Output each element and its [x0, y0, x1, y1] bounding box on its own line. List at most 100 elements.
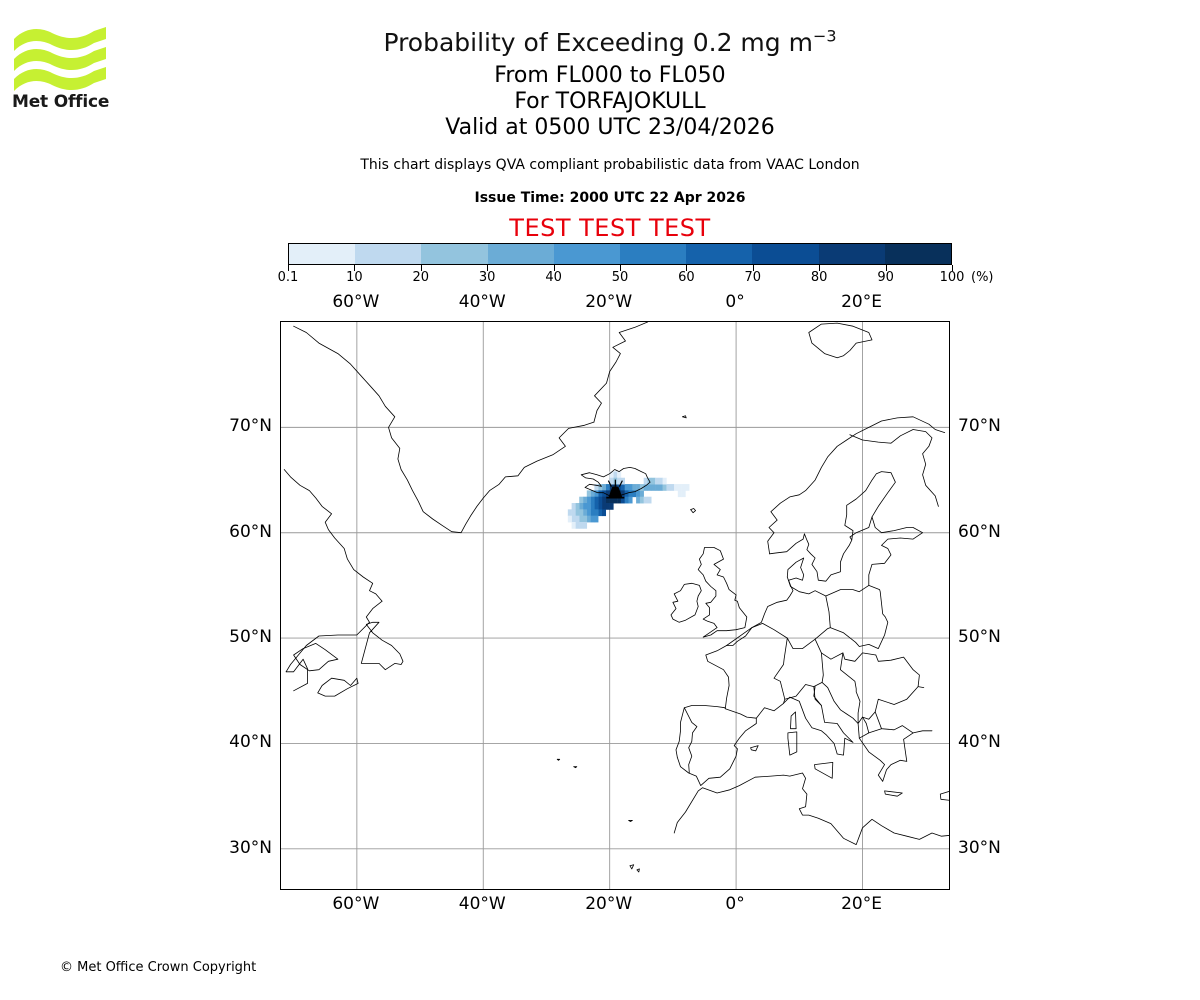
colorbar-tick-label-100: 100 [939, 270, 965, 285]
plume-cell [601, 509, 607, 517]
plume-cell [651, 477, 656, 485]
plume-cell [571, 515, 576, 523]
coastline-path [862, 716, 870, 734]
coastline-path [724, 708, 757, 719]
colorbar-band-2 [421, 244, 488, 264]
plume-cell [579, 515, 584, 523]
plume-cell [643, 477, 648, 485]
coastline-path [726, 627, 753, 646]
coastline-path [829, 584, 889, 650]
plume-cell [617, 496, 622, 504]
colorbar-band-8 [818, 244, 885, 264]
plume-cell [598, 490, 603, 498]
coastline-path [556, 758, 561, 761]
plume-cell [662, 477, 667, 485]
page-title-text: Probability of Exceeding 0.2 mg m [383, 28, 813, 57]
lon-label-top-40°W: 40°W [458, 292, 506, 312]
colorbar-tick-30 [487, 265, 489, 271]
coastline-path [874, 711, 914, 734]
plume-cell [609, 496, 614, 504]
coastline-path [790, 711, 797, 730]
coastline-path [629, 864, 635, 870]
plume-cell [567, 509, 572, 517]
plume-cell [583, 496, 588, 504]
plume-cell [620, 477, 625, 485]
coastline-path [580, 466, 651, 497]
plume-cell [590, 515, 595, 523]
colorbar-tick-label-0.1: 0.1 [277, 270, 299, 285]
colorbar-tick-label-60: 60 [678, 270, 695, 285]
plume-cell [643, 496, 648, 504]
coastline-path [690, 508, 697, 514]
plume-cell [579, 503, 584, 510]
plume-cell [605, 490, 610, 498]
page-title: Probability of Exceeding 0.2 mg m−3 [180, 28, 1040, 58]
colorbar-ticks [288, 265, 953, 273]
plume-cell [655, 484, 660, 491]
plume-cell [628, 496, 633, 504]
plume-cell [620, 490, 625, 498]
volcano-marker [606, 479, 625, 499]
coastline-path [769, 471, 896, 582]
map-gridlines [281, 322, 949, 889]
coastline-path [573, 766, 578, 769]
coastline-path [628, 819, 633, 822]
lon-label-bottom-40°W: 40°W [458, 894, 506, 914]
plume-cell [636, 484, 641, 491]
colorbar-tick-80 [819, 265, 821, 271]
colorbar-tick-label-30: 30 [478, 270, 496, 285]
plume-cell [605, 496, 610, 504]
coastline-path [670, 582, 702, 623]
colorbar-band-9 [884, 244, 952, 264]
plume-cell [624, 484, 629, 491]
plume-cell [590, 490, 595, 498]
plume-cell [571, 503, 576, 510]
plume-cell [583, 509, 588, 517]
plume-cell [586, 509, 591, 517]
met-office-logo-text: Met Office [12, 92, 110, 112]
coastline-path [283, 469, 383, 602]
coastline-path [360, 621, 404, 671]
coastline-path [786, 516, 923, 597]
plume-cell [639, 496, 644, 504]
colorbar-tick-50 [620, 265, 621, 271]
colorbar-band-4 [553, 244, 621, 264]
colorbar-tick-100 [952, 265, 953, 271]
plume-cell [598, 484, 603, 491]
coastline-path [939, 790, 949, 801]
plume-cell [598, 509, 603, 517]
coastline-path [840, 652, 861, 724]
coastline-path [884, 790, 903, 797]
plume-cell [624, 490, 629, 498]
plume-cell [571, 521, 576, 529]
plume-cell [666, 484, 671, 491]
lat-label-right-40°N: 40°N [958, 732, 1001, 753]
coastline-path [636, 868, 640, 873]
colorbar-tick-0.1 [288, 265, 289, 271]
colorbar-tick-label-20: 20 [412, 270, 430, 285]
coastline-path [293, 325, 595, 534]
plume-cell [617, 484, 622, 491]
plume-cell [632, 484, 637, 491]
lon-label-bottom-0°: 0° [725, 894, 745, 914]
plume-cell [586, 515, 591, 523]
issue-time: Issue Time: 2000 UTC 22 Apr 2026 [474, 190, 746, 206]
plume-cell [601, 503, 607, 510]
lat-label-right-50°N: 50°N [958, 627, 1001, 648]
plume-cell [681, 484, 686, 491]
coastline-path [767, 416, 946, 555]
coastline-path [673, 772, 949, 845]
plume-cell [628, 490, 633, 498]
lon-label-top-60°W: 60°W [332, 292, 380, 312]
plume-cell [636, 496, 641, 504]
coastline-path [365, 600, 383, 623]
coastline-path [784, 684, 815, 700]
plume-cell [651, 484, 656, 491]
plume-cell [586, 503, 591, 510]
coastline-path [808, 322, 873, 359]
lon-label-bottom-20°W: 20°W [585, 894, 633, 914]
page-title-exponent: −3 [812, 26, 837, 46]
plume-cell [609, 477, 614, 485]
plume-cell [620, 484, 625, 491]
